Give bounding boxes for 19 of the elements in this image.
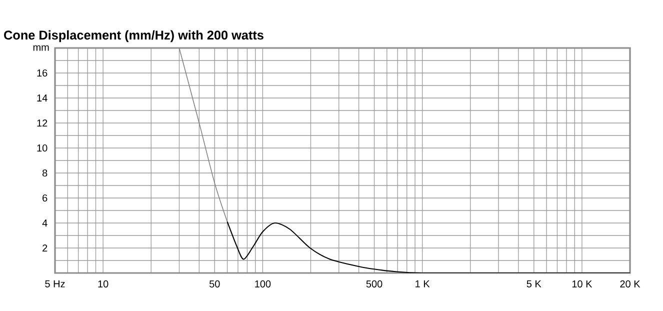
y-tick-label: 10 [37,144,48,152]
y-tick-label: 14 [37,94,48,102]
y-tick-label: 12 [37,120,48,126]
x-tick-label: 5 K [526,280,542,288]
x-tick-label: 100 [255,280,271,288]
x-tick-label: 1 K [416,280,430,288]
y-tick-label: 4 [42,220,48,226]
y-tick-label: 6 [42,194,48,202]
y-tick-label: 16 [37,69,48,77]
y-axis-title: mm [33,45,49,51]
chart-title: Cone Displacement (mm/Hz) with 200 watts [4,30,264,42]
x-tick-label: 10 [98,280,108,288]
y-tick-label: 8 [42,169,48,177]
x-tick-label: 5 Hz [45,280,65,288]
x-tick-label: 20 K [620,280,640,288]
x-tick-label: 500 [366,280,382,288]
x-tick-label: 10 K [572,280,592,288]
x-tick-label: 50 [209,280,220,288]
y-tick-label: 2 [42,244,48,252]
